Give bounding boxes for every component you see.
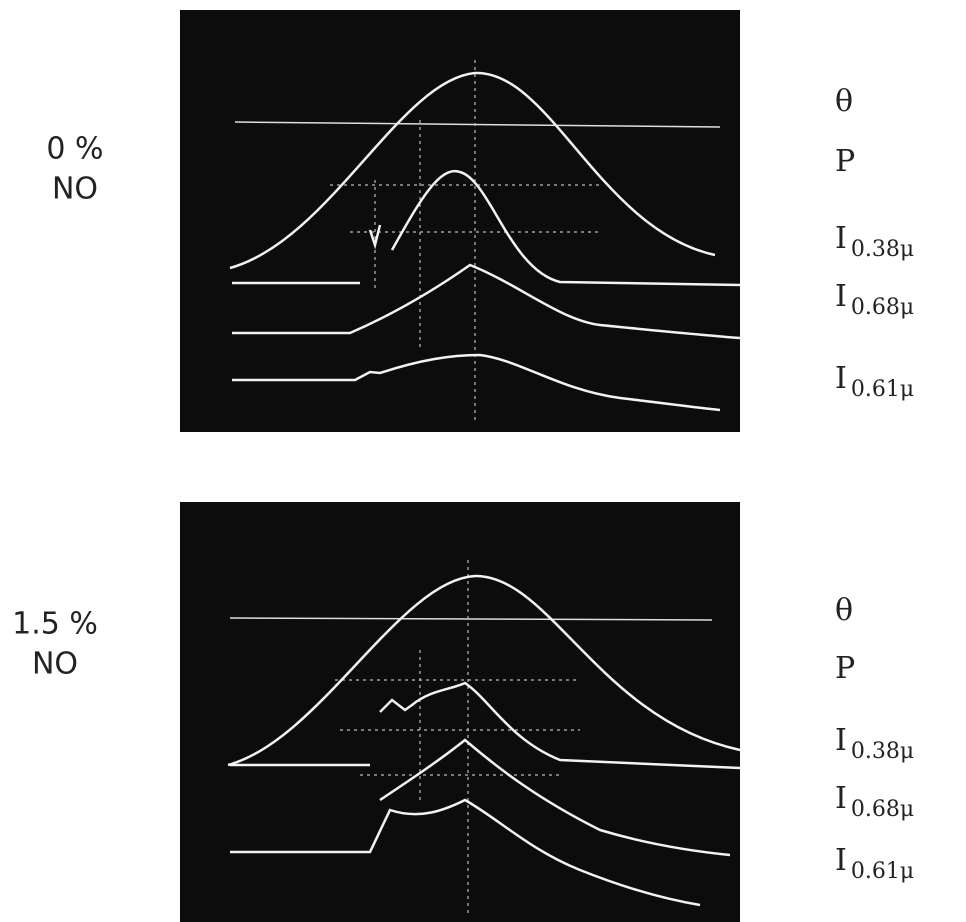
trace-label: P	[835, 144, 855, 179]
trace-subscript: 0.38μ	[851, 237, 914, 262]
trace-symbol: I	[835, 723, 847, 758]
trace-subscript: 0.61μ	[851, 859, 914, 884]
trace-label: P	[835, 651, 855, 686]
trace-label: I 0.38μ	[835, 221, 914, 262]
oscilloscope-panel	[180, 502, 740, 922]
trace-symbol: P	[835, 651, 855, 686]
trace-subscript: 0.68μ	[851, 295, 914, 320]
trace-symbol: θ	[835, 593, 853, 628]
trace-symbol: I	[835, 843, 847, 878]
trace-subscript: 0.38μ	[851, 739, 914, 764]
trace-symbol: θ	[835, 84, 853, 119]
trace-subscript: 0.61μ	[851, 377, 914, 402]
traces	[227, 560, 741, 915]
trace-symbol: I	[835, 781, 847, 816]
trace-label: I 0.61μ	[835, 361, 914, 402]
oscilloscope-panel	[180, 10, 740, 432]
trace-label: θ	[835, 593, 853, 628]
traces	[229, 60, 741, 420]
trace-label: I 0.38μ	[835, 723, 914, 764]
trace-label: I 0.68μ	[835, 781, 914, 822]
condition-label: 1.5 %	[12, 607, 98, 642]
condition-label: NO	[52, 172, 98, 207]
trace-symbol: I	[835, 221, 847, 256]
trace-subscript: 0.68μ	[851, 797, 914, 822]
trace-label: I 0.68μ	[835, 279, 914, 320]
trace-symbol: P	[835, 144, 855, 179]
trace-symbol: I	[835, 361, 847, 396]
trace-label: I 0.61μ	[835, 843, 914, 884]
trace-symbol: I	[835, 279, 847, 314]
trace-label: θ	[835, 84, 853, 119]
condition-label: 0 %	[46, 132, 103, 167]
condition-label: NO	[32, 647, 78, 682]
